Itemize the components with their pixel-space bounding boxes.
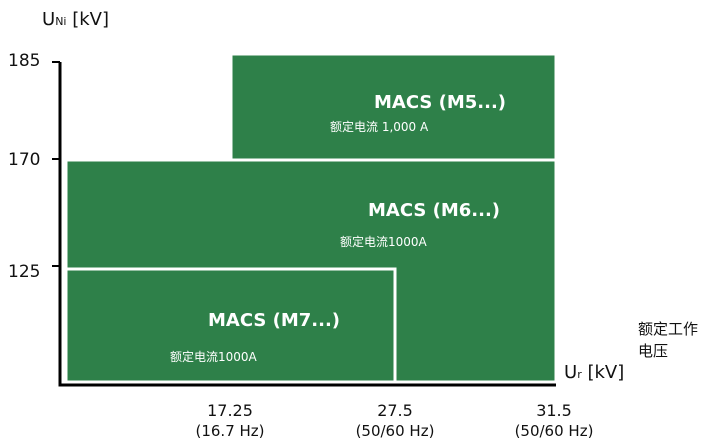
series-label-m5: MACS (M5...) <box>374 92 506 113</box>
x-axis-caption-line: 额定工作 <box>638 320 699 338</box>
series-rating-m7: 额定电流1000A <box>170 349 258 364</box>
macs-m5-region <box>229 52 558 162</box>
y-axis-label: UNi [kV] <box>42 9 109 30</box>
y-tick-label: 125 <box>8 262 41 282</box>
x-tick-label: 27.5 (50/60 Hz) <box>340 401 450 440</box>
x-axis-label-sub: r <box>577 368 582 381</box>
macs-m7-region <box>64 267 397 384</box>
x-tick-label: 31.5 (50/60 Hz) <box>499 401 609 440</box>
x-tick-value: 31.5 <box>536 401 572 420</box>
x-tick-frequency: (50/60 Hz) <box>514 422 594 440</box>
series-label-m6: MACS (M6...) <box>368 200 500 221</box>
x-axis-caption: 额定工作 电压 <box>638 318 698 362</box>
y-tick-label: 185 <box>8 51 41 71</box>
series-rating-m5: 额定电流 1,000 A <box>330 119 429 134</box>
x-axis-label: Ur [kV] <box>564 362 624 383</box>
x-tick-frequency: (50/60 Hz) <box>355 422 435 440</box>
x-tick-value: 27.5 <box>377 401 413 420</box>
x-axis-caption-line: 电压 <box>638 342 669 360</box>
y-axis-label-sub: Ni <box>55 15 67 28</box>
y-axis-label-main: U <box>42 9 56 30</box>
y-axis-label-unit: [kV] <box>72 9 110 30</box>
series-rating-m6: 额定电流1000A <box>340 234 428 249</box>
y-tick-label: 170 <box>8 150 41 170</box>
series-label-m7: MACS (M7...) <box>208 310 340 331</box>
x-tick-value: 17.25 <box>207 401 253 420</box>
x-axis-label-unit: [kV] <box>587 362 625 383</box>
x-tick-label: 17.25 (16.7 Hz) <box>175 401 285 440</box>
x-tick-frequency: (16.7 Hz) <box>195 422 265 440</box>
x-axis-label-main: U <box>564 362 578 383</box>
